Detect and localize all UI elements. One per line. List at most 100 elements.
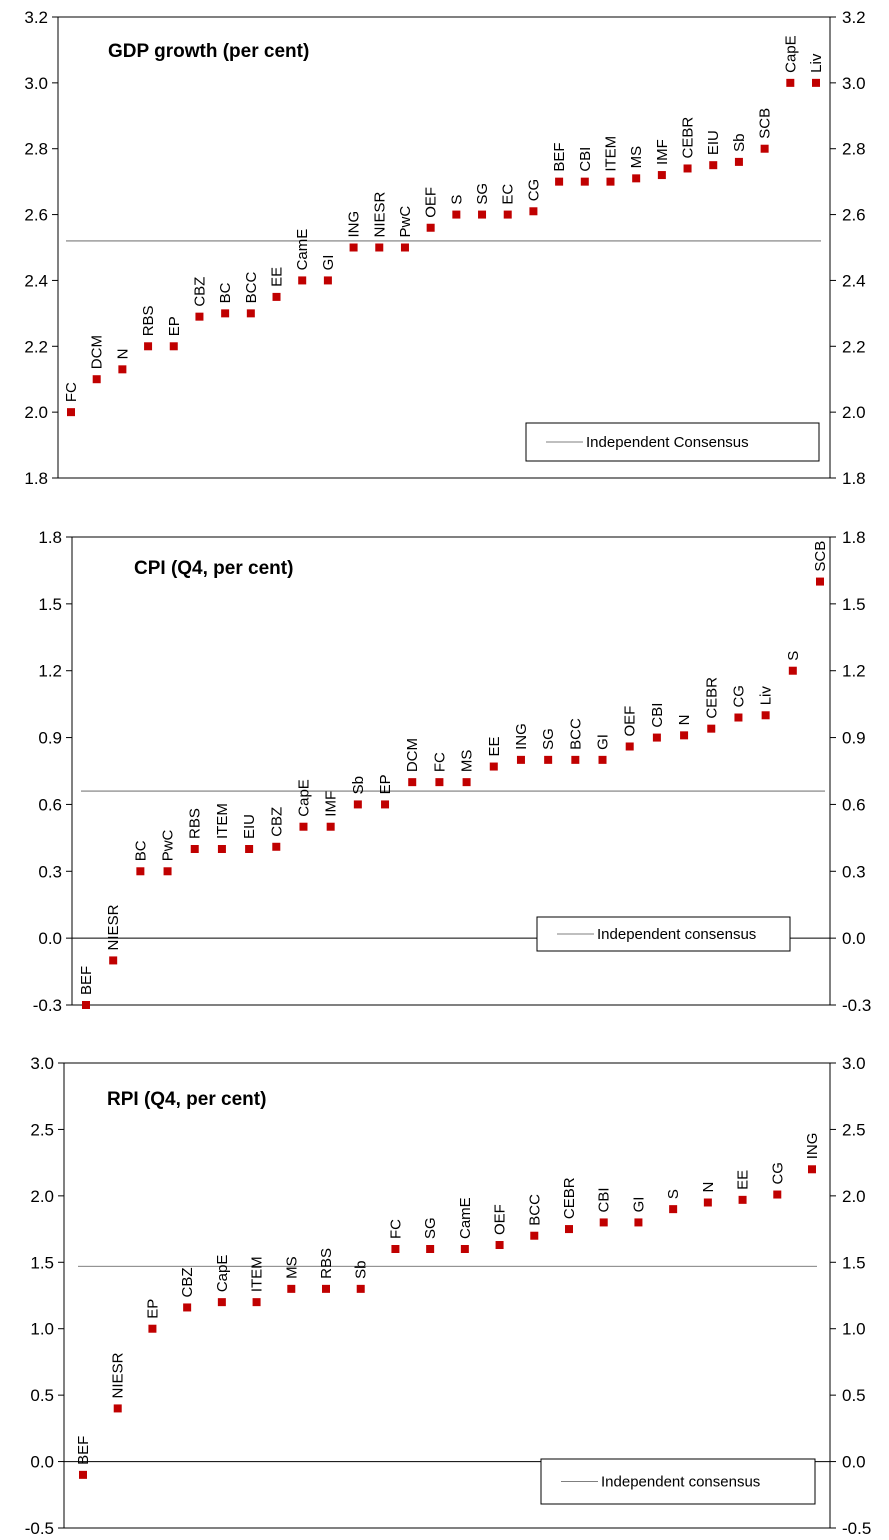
data-point <box>625 742 634 751</box>
y-tick-label-right: 2.8 <box>842 140 866 159</box>
point-label: Sb <box>731 134 748 152</box>
data-point <box>669 1205 678 1214</box>
point-label: OEF <box>423 187 440 218</box>
y-tick-label-left: 2.6 <box>24 206 48 225</box>
y-tick-label-right: 2.2 <box>842 337 866 356</box>
chart-title: CPI (Q4, per cent) <box>134 558 293 579</box>
point-label: EC <box>500 184 517 205</box>
y-tick-label-right: 0.9 <box>842 729 866 748</box>
y-tick-label-left: 2.8 <box>24 140 48 159</box>
point-label: BEF <box>75 1436 92 1465</box>
point-label: CapE <box>214 1255 231 1293</box>
data-point <box>544 755 553 764</box>
data-point <box>67 408 75 417</box>
y-tick-label-right: 1.2 <box>842 662 866 681</box>
point-label: RBS <box>318 1248 335 1279</box>
data-point <box>516 755 525 764</box>
plot-frame <box>63 1062 831 1529</box>
point-label: IMF <box>654 139 671 165</box>
y-tick-label-right: 0.0 <box>842 1453 866 1472</box>
data-point <box>478 210 487 219</box>
point-label: EIU <box>705 130 722 155</box>
y-tick-label-left: 3.0 <box>30 1054 54 1073</box>
point-label: Liv <box>808 53 825 73</box>
data-point <box>503 210 512 219</box>
data-point <box>460 1245 469 1253</box>
data-point <box>734 157 743 166</box>
point-label: S <box>665 1189 682 1199</box>
point-label: ITEM <box>602 136 619 172</box>
chart-title: RPI (Q4, per cent) <box>107 1089 266 1110</box>
point-label: PwC <box>160 829 177 861</box>
data-point <box>530 1231 539 1240</box>
data-point <box>246 309 255 318</box>
point-label: FC <box>63 382 80 402</box>
point-label: EE <box>269 267 286 287</box>
point-label: SCB <box>757 108 774 139</box>
y-tick-label-right: 3.2 <box>842 8 866 27</box>
point-label: ING <box>346 211 363 238</box>
data-point <box>92 375 101 384</box>
data-point <box>217 1298 226 1307</box>
point-label: DCM <box>89 335 106 369</box>
data-point <box>760 144 769 153</box>
point-label: SG <box>540 728 557 750</box>
point-label: CEBR <box>703 677 720 719</box>
data-point <box>353 800 362 809</box>
data-point <box>82 1001 90 1009</box>
point-label: BCC <box>526 1194 543 1226</box>
y-tick-label-right: 1.5 <box>842 1253 866 1272</box>
point-label: CBZ <box>268 807 285 837</box>
y-tick-label-left: 3.0 <box>24 74 48 93</box>
data-point <box>816 577 824 586</box>
point-label: FC <box>387 1219 404 1239</box>
point-label: NIESR <box>110 1352 127 1398</box>
point-label: N <box>700 1182 717 1193</box>
point-label: CBI <box>577 147 594 172</box>
data-point <box>426 223 435 232</box>
y-tick-label-right: 0.6 <box>842 795 866 814</box>
data-point <box>148 1324 157 1333</box>
y-tick-label-left: 2.0 <box>30 1187 54 1206</box>
point-label: CEBR <box>680 117 697 159</box>
data-point <box>435 778 444 787</box>
data-point <box>118 365 127 374</box>
y-tick-label-left: 0.9 <box>38 729 62 748</box>
data-point <box>299 822 308 831</box>
point-label: CamE <box>294 229 311 271</box>
y-tick-label-left: 2.2 <box>24 337 48 356</box>
point-label: CBZ <box>179 1267 196 1297</box>
data-point <box>272 292 281 301</box>
data-point <box>599 1218 608 1227</box>
point-label: CG <box>525 179 542 202</box>
point-label: EIU <box>241 814 258 839</box>
y-tick-label-left: 1.8 <box>38 528 62 547</box>
y-tick-label-right: 3.0 <box>842 1054 866 1073</box>
point-label: N <box>114 348 131 359</box>
y-tick-label-right: 2.5 <box>842 1120 866 1139</box>
y-tick-label-left: 1.8 <box>24 469 48 488</box>
point-label: BC <box>132 840 149 861</box>
point-label: ITEM <box>214 803 231 839</box>
y-tick-label-left: 1.0 <box>30 1320 54 1339</box>
point-label: NIESR <box>105 904 122 950</box>
y-tick-label-right: 1.0 <box>842 1320 866 1339</box>
point-label: Liv <box>758 686 775 706</box>
data-point <box>163 867 172 876</box>
point-label: IMF <box>323 791 340 817</box>
data-point <box>632 174 641 183</box>
data-point <box>349 243 358 252</box>
point-label: GI <box>320 255 337 271</box>
data-point <box>703 1198 712 1207</box>
data-point <box>79 1470 87 1479</box>
data-point <box>287 1284 296 1293</box>
legend-label: Independent Consensus <box>586 434 749 451</box>
y-tick-label-left: 2.5 <box>30 1120 54 1139</box>
point-label: SG <box>474 183 491 205</box>
data-point <box>252 1298 261 1307</box>
data-point <box>109 956 118 965</box>
data-point <box>495 1241 504 1250</box>
point-label: ING <box>804 1133 821 1160</box>
data-point <box>812 78 820 87</box>
